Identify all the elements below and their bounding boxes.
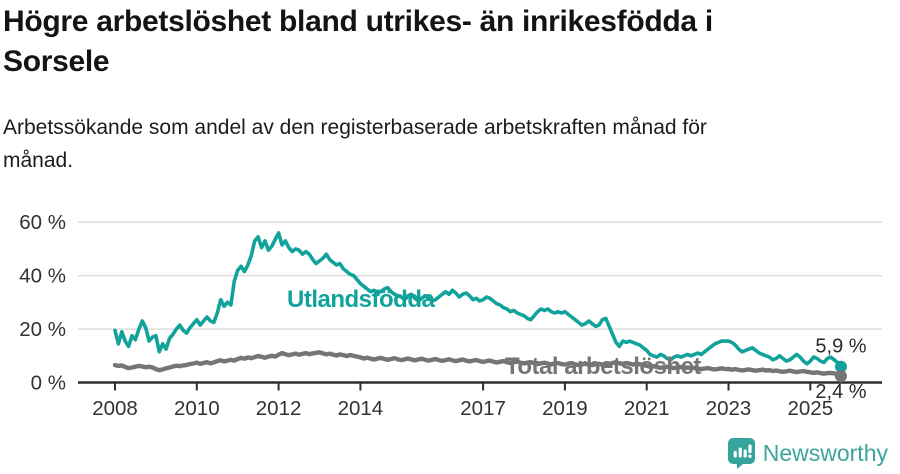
series-line-total	[112, 350, 844, 379]
x-axis-tick-label: 2023	[706, 397, 752, 420]
series-end-dot-total	[834, 370, 847, 383]
newsworthy-chart-bubble-icon	[727, 438, 755, 469]
chart-area: 0 % 20 % 40 % 60 % 2008 2010 2012 2014 2017 2019 2…	[0, 195, 900, 435]
x-axis-tick-label: 2021	[624, 397, 670, 420]
series-label-utlandsfodda: Utlandsfödda	[287, 286, 435, 313]
series-line-utlandsfodda	[113, 231, 843, 369]
series-label-total: Total arbetslöshet	[505, 353, 701, 380]
line-chart-svg: 0 % 20 % 40 % 60 % 2008 2010 2012 2014 2017 2019 2…	[19, 211, 882, 420]
series-end-value-label-utlandsfodda: 5,9 %	[815, 336, 866, 358]
x-axis-tick-label: 2014	[338, 397, 384, 420]
chart-subtitle: Arbetssökande som andel av den registerb…	[3, 112, 853, 177]
y-axis-tick-label: 40 %	[19, 265, 66, 288]
brand-name: Newsworthy	[762, 440, 888, 466]
x-axis-tick-label: 2012	[256, 397, 302, 420]
title-line-2: Sorsele	[3, 44, 110, 78]
series-end-dot-utlandsfodda	[834, 360, 847, 373]
x-axis-tick-label: 2017	[460, 397, 506, 420]
subtitle-line-2: månad.	[3, 148, 74, 172]
y-axis-tick-label: 0 %	[31, 372, 66, 395]
x-axis-tick-label: 2008	[92, 397, 138, 420]
subtitle-line-1: Arbetssökande som andel av den registerb…	[3, 116, 707, 139]
x-axis-tick-label: 2019	[542, 397, 588, 420]
page-title: Högre arbetslöshet bland utrikes- än inr…	[3, 2, 873, 82]
y-axis-tick-label: 20 %	[19, 318, 66, 341]
series-end-value-label-total: 2,4 %	[815, 381, 866, 403]
y-axis-tick-label: 60 %	[19, 211, 66, 234]
brand-footer: Newsworthy	[727, 438, 888, 469]
x-axis-tick-label: 2010	[174, 397, 220, 420]
title-line-1: Högre arbetslöshet bland utrikes- än inr…	[3, 5, 713, 38]
x-axis-tick-label: 2025	[787, 397, 833, 420]
